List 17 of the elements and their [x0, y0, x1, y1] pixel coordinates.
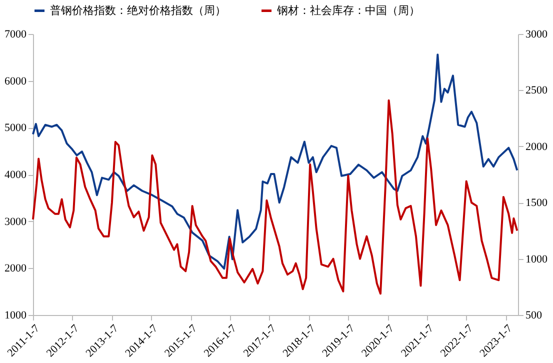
- y-tick-label: 7000: [4, 28, 27, 40]
- y2-tick-label: 500: [526, 310, 542, 322]
- y-tick-label: 4000: [4, 169, 27, 181]
- y-tick-label: 5000: [4, 122, 27, 134]
- line-series: [32, 54, 518, 270]
- y-tick-label: 6000: [4, 75, 27, 88]
- y2-tick-label: 1500: [526, 197, 548, 210]
- y-tick-label: 3000: [4, 216, 27, 228]
- y2-tick-label: 2500: [526, 84, 548, 97]
- y2-tick-label: 1000: [526, 253, 548, 266]
- y2-tick-label: 2000: [526, 140, 548, 153]
- y2-tick-label: 3000: [526, 28, 548, 40]
- line-series: [32, 99, 518, 295]
- legend-label: 钢材：社会库存：中国（周）: [276, 4, 420, 17]
- y-tick-label: 1000: [4, 310, 27, 322]
- y-tick-label: 2000: [4, 262, 27, 275]
- legend-label: 普钢价格指数：绝对价格指数（周）: [50, 4, 226, 17]
